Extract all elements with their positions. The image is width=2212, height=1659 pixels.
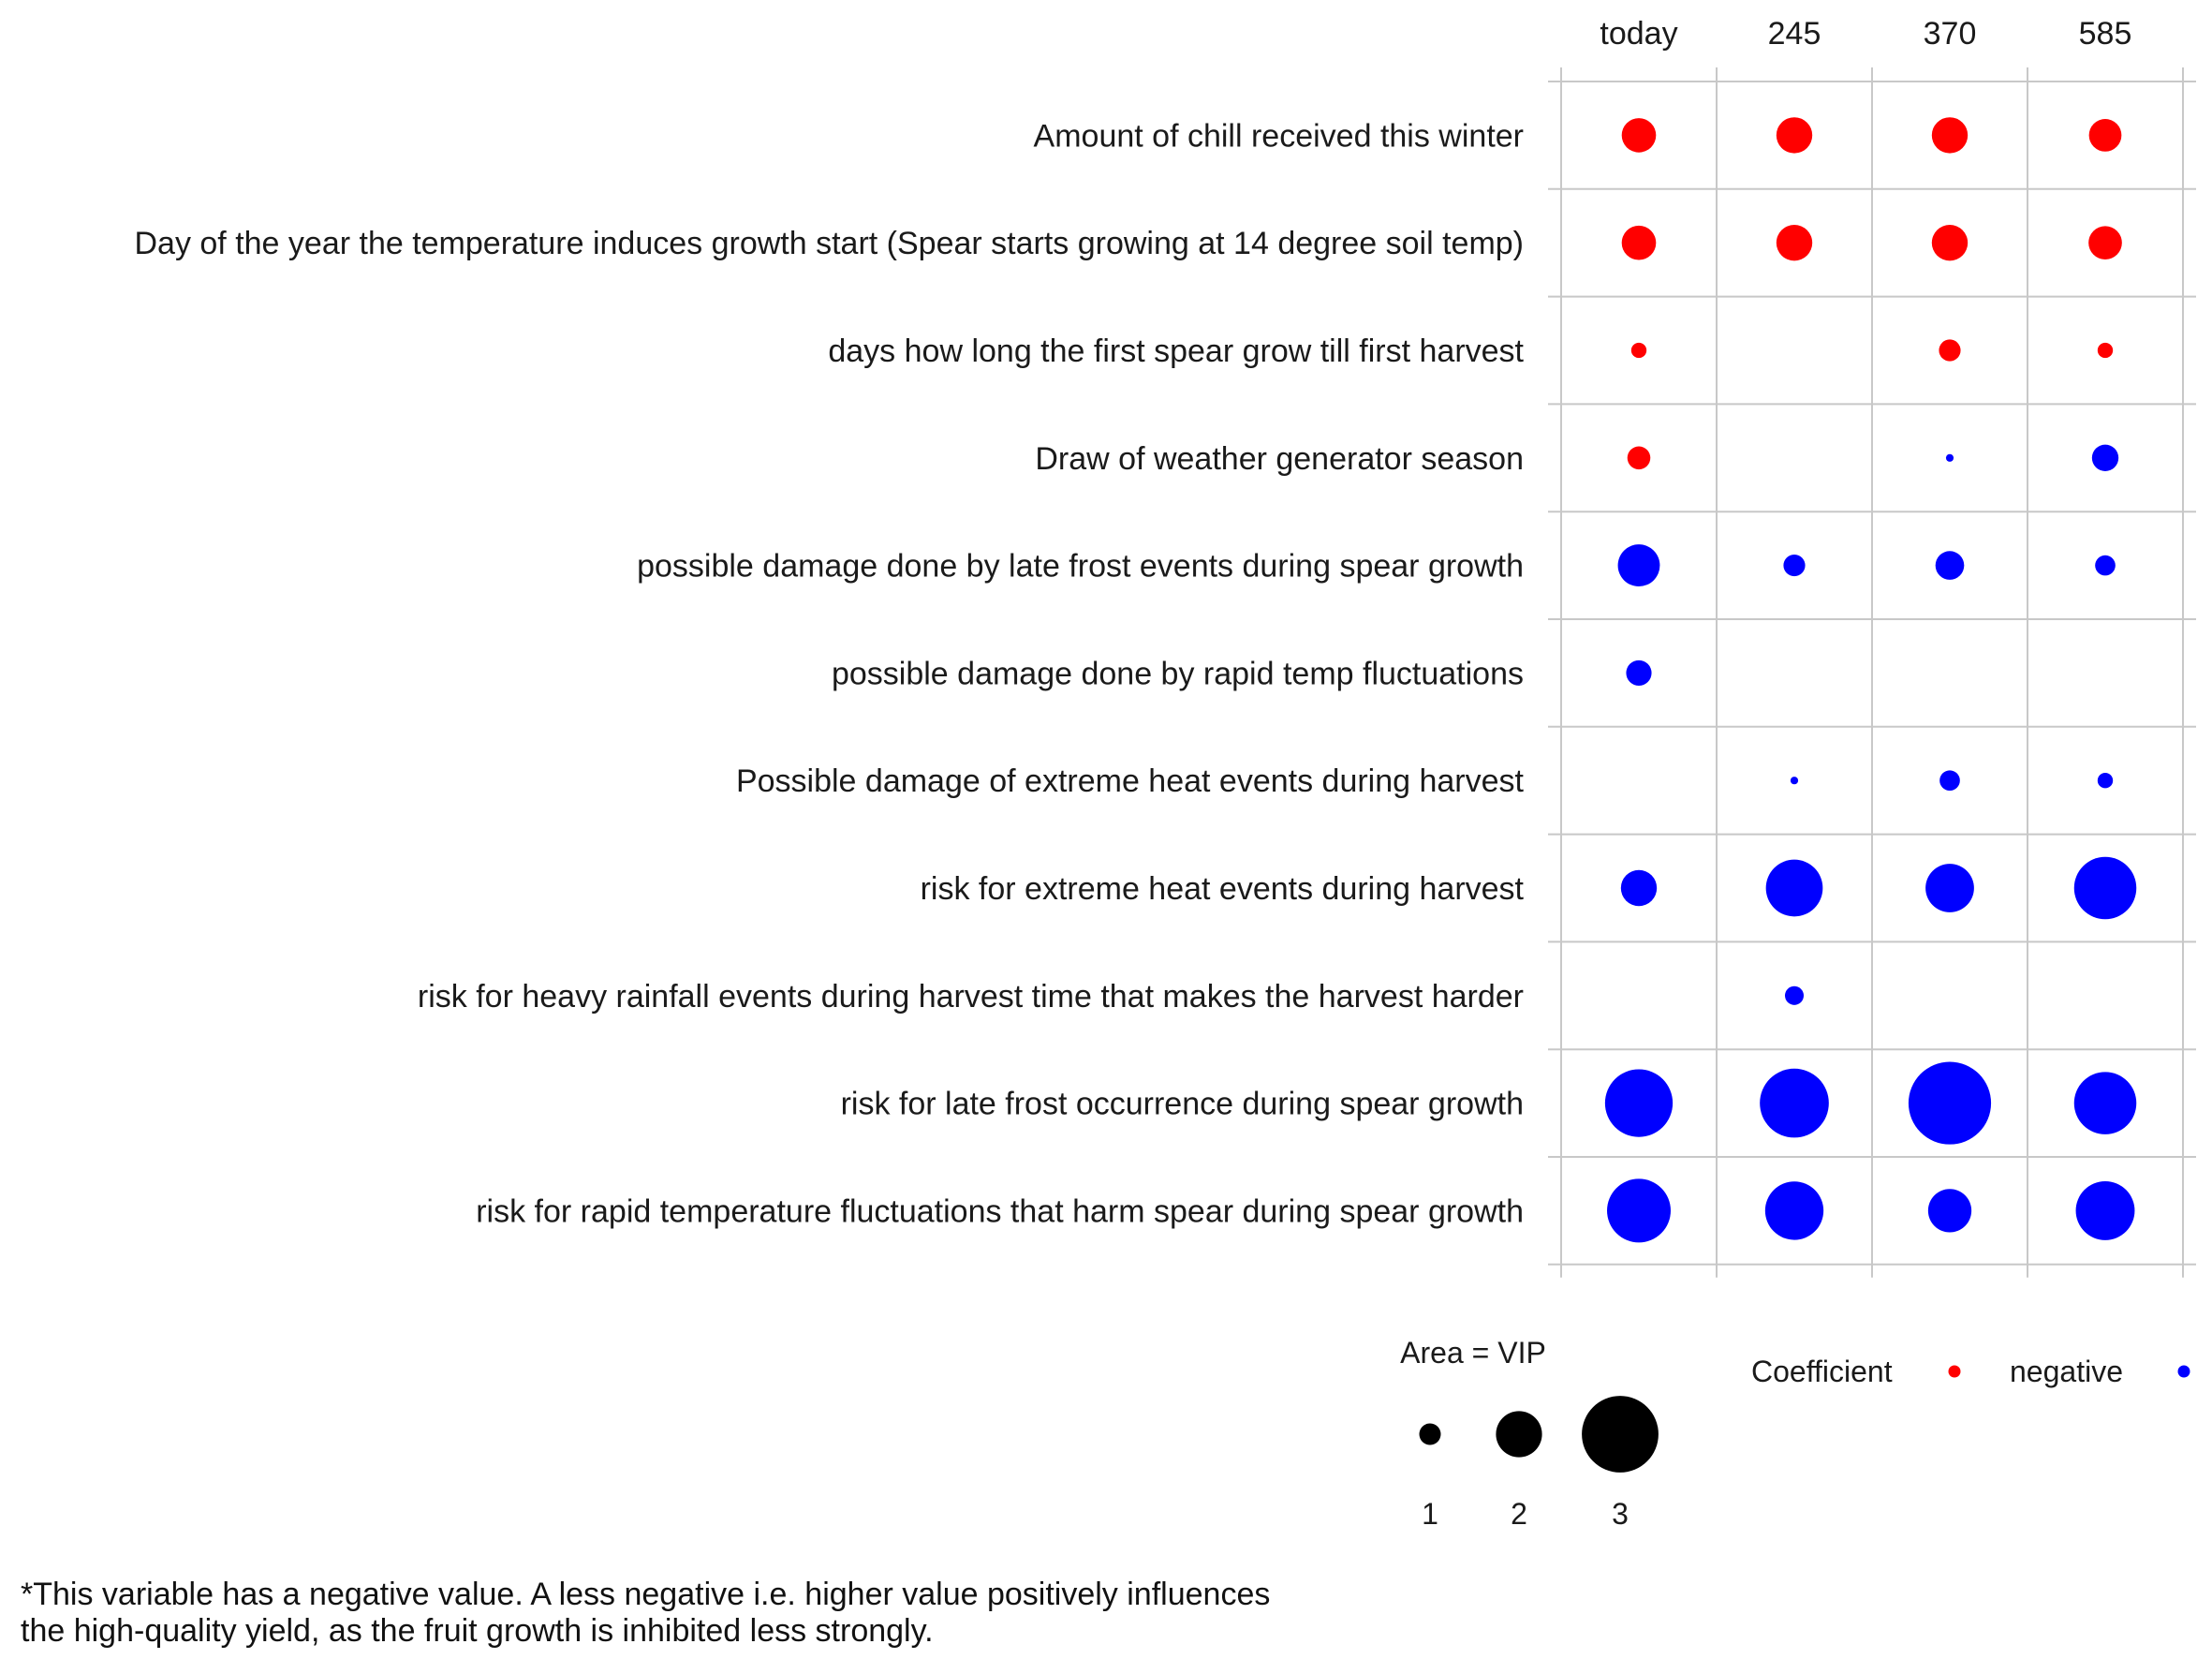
data-point-negative [1908, 1061, 1992, 1145]
size-legend-label: 3 [1612, 1497, 1629, 1531]
row-label: Possible damage of extreme heat events d… [736, 763, 1525, 799]
grid-lines [1548, 67, 2196, 1278]
row-label: Day of the year the temperature induces … [134, 226, 1524, 261]
size-legend-title: Area = VIP [1400, 1336, 1546, 1370]
data-point-positive [1630, 342, 1647, 359]
column-label: 370 [1924, 16, 1977, 52]
color-legend: Coefficient negative [1751, 1355, 2190, 1388]
row-label: Draw of weather generator season [1035, 441, 1524, 477]
data-point-negative [1765, 859, 1823, 917]
color-legend-dot-positive [1948, 1365, 1961, 1378]
data-point-negative [1607, 1178, 1671, 1243]
data-point-negative [1764, 1181, 1824, 1240]
data-point-positive [2088, 226, 2122, 260]
data-point-negative [2095, 555, 2116, 576]
row-label: risk for heavy rainfall events during ha… [418, 979, 1524, 1015]
row-label: risk for extreme heat events during harv… [921, 871, 1525, 907]
row-label: possible damage done by rapid temp fluct… [832, 656, 1524, 691]
size-legend-label: 2 [1511, 1497, 1527, 1531]
size-legend-label: 1 [1422, 1497, 1438, 1531]
data-point-negative [1935, 551, 1965, 580]
data-point-negative [1626, 659, 1652, 686]
data-point-negative [1783, 555, 1806, 577]
row-label: risk for late frost occurrence during sp… [841, 1087, 1524, 1122]
column-labels: today 245 370 585 [1600, 16, 2131, 52]
footnote-line-2: the high-quality yield, as the fruit gro… [21, 1613, 934, 1649]
data-point-negative [2073, 1072, 2137, 1134]
data-point-negative [2091, 444, 2119, 471]
data-point-positive [1776, 225, 1813, 261]
data-points [1604, 117, 2137, 1243]
data-point-negative [1620, 869, 1658, 907]
data-point-negative [1604, 1069, 1674, 1137]
data-point-negative [1945, 453, 1954, 462]
row-labels: Amount of chill received this winter Day … [134, 118, 1524, 1229]
data-point-negative [2097, 773, 2114, 789]
size-legend-dot [1496, 1411, 1542, 1458]
size-legend: Area = VIP 1 2 3 [1400, 1336, 1659, 1531]
data-point-positive [1939, 339, 1961, 362]
row-label: risk for rapid temperature fluctuations … [476, 1193, 1524, 1229]
data-point-negative [1784, 985, 1805, 1005]
data-point-negative [1790, 777, 1799, 785]
footnote: *This variable has a negative value. A l… [21, 1577, 1270, 1650]
data-point-positive [1776, 117, 1813, 154]
row-label: possible damage done by late frost event… [637, 549, 1524, 585]
data-point-positive [1931, 117, 1969, 154]
footnote-line-1: *This variable has a negative value. A l… [21, 1577, 1271, 1612]
data-point-positive [1621, 225, 1657, 260]
data-point-positive [1931, 225, 1969, 261]
data-point-negative [2075, 1180, 2135, 1240]
data-point-positive [2088, 119, 2122, 152]
column-label: 245 [1768, 16, 1821, 52]
color-legend-dot-negative [2177, 1365, 2190, 1378]
data-point-positive [2097, 342, 2114, 359]
data-point-positive [1621, 118, 1657, 153]
row-label: Amount of chill received this winter [1034, 118, 1524, 154]
data-point-positive [1627, 446, 1651, 470]
data-point-negative [1939, 770, 1960, 792]
column-label: 585 [2079, 16, 2132, 52]
column-label: today [1600, 16, 1677, 52]
data-point-negative [1617, 544, 1660, 587]
data-point-negative [2073, 856, 2137, 920]
size-legend-dot [1419, 1423, 1441, 1445]
color-legend-label: negative [2010, 1355, 2123, 1388]
data-point-negative [1925, 864, 1974, 912]
data-point-negative [1927, 1189, 1972, 1233]
row-label: days how long the first spear grow till … [828, 333, 1524, 369]
size-legend-dot [1582, 1396, 1659, 1473]
data-point-negative [1760, 1068, 1829, 1138]
color-legend-title: Coefficient [1751, 1355, 1893, 1388]
